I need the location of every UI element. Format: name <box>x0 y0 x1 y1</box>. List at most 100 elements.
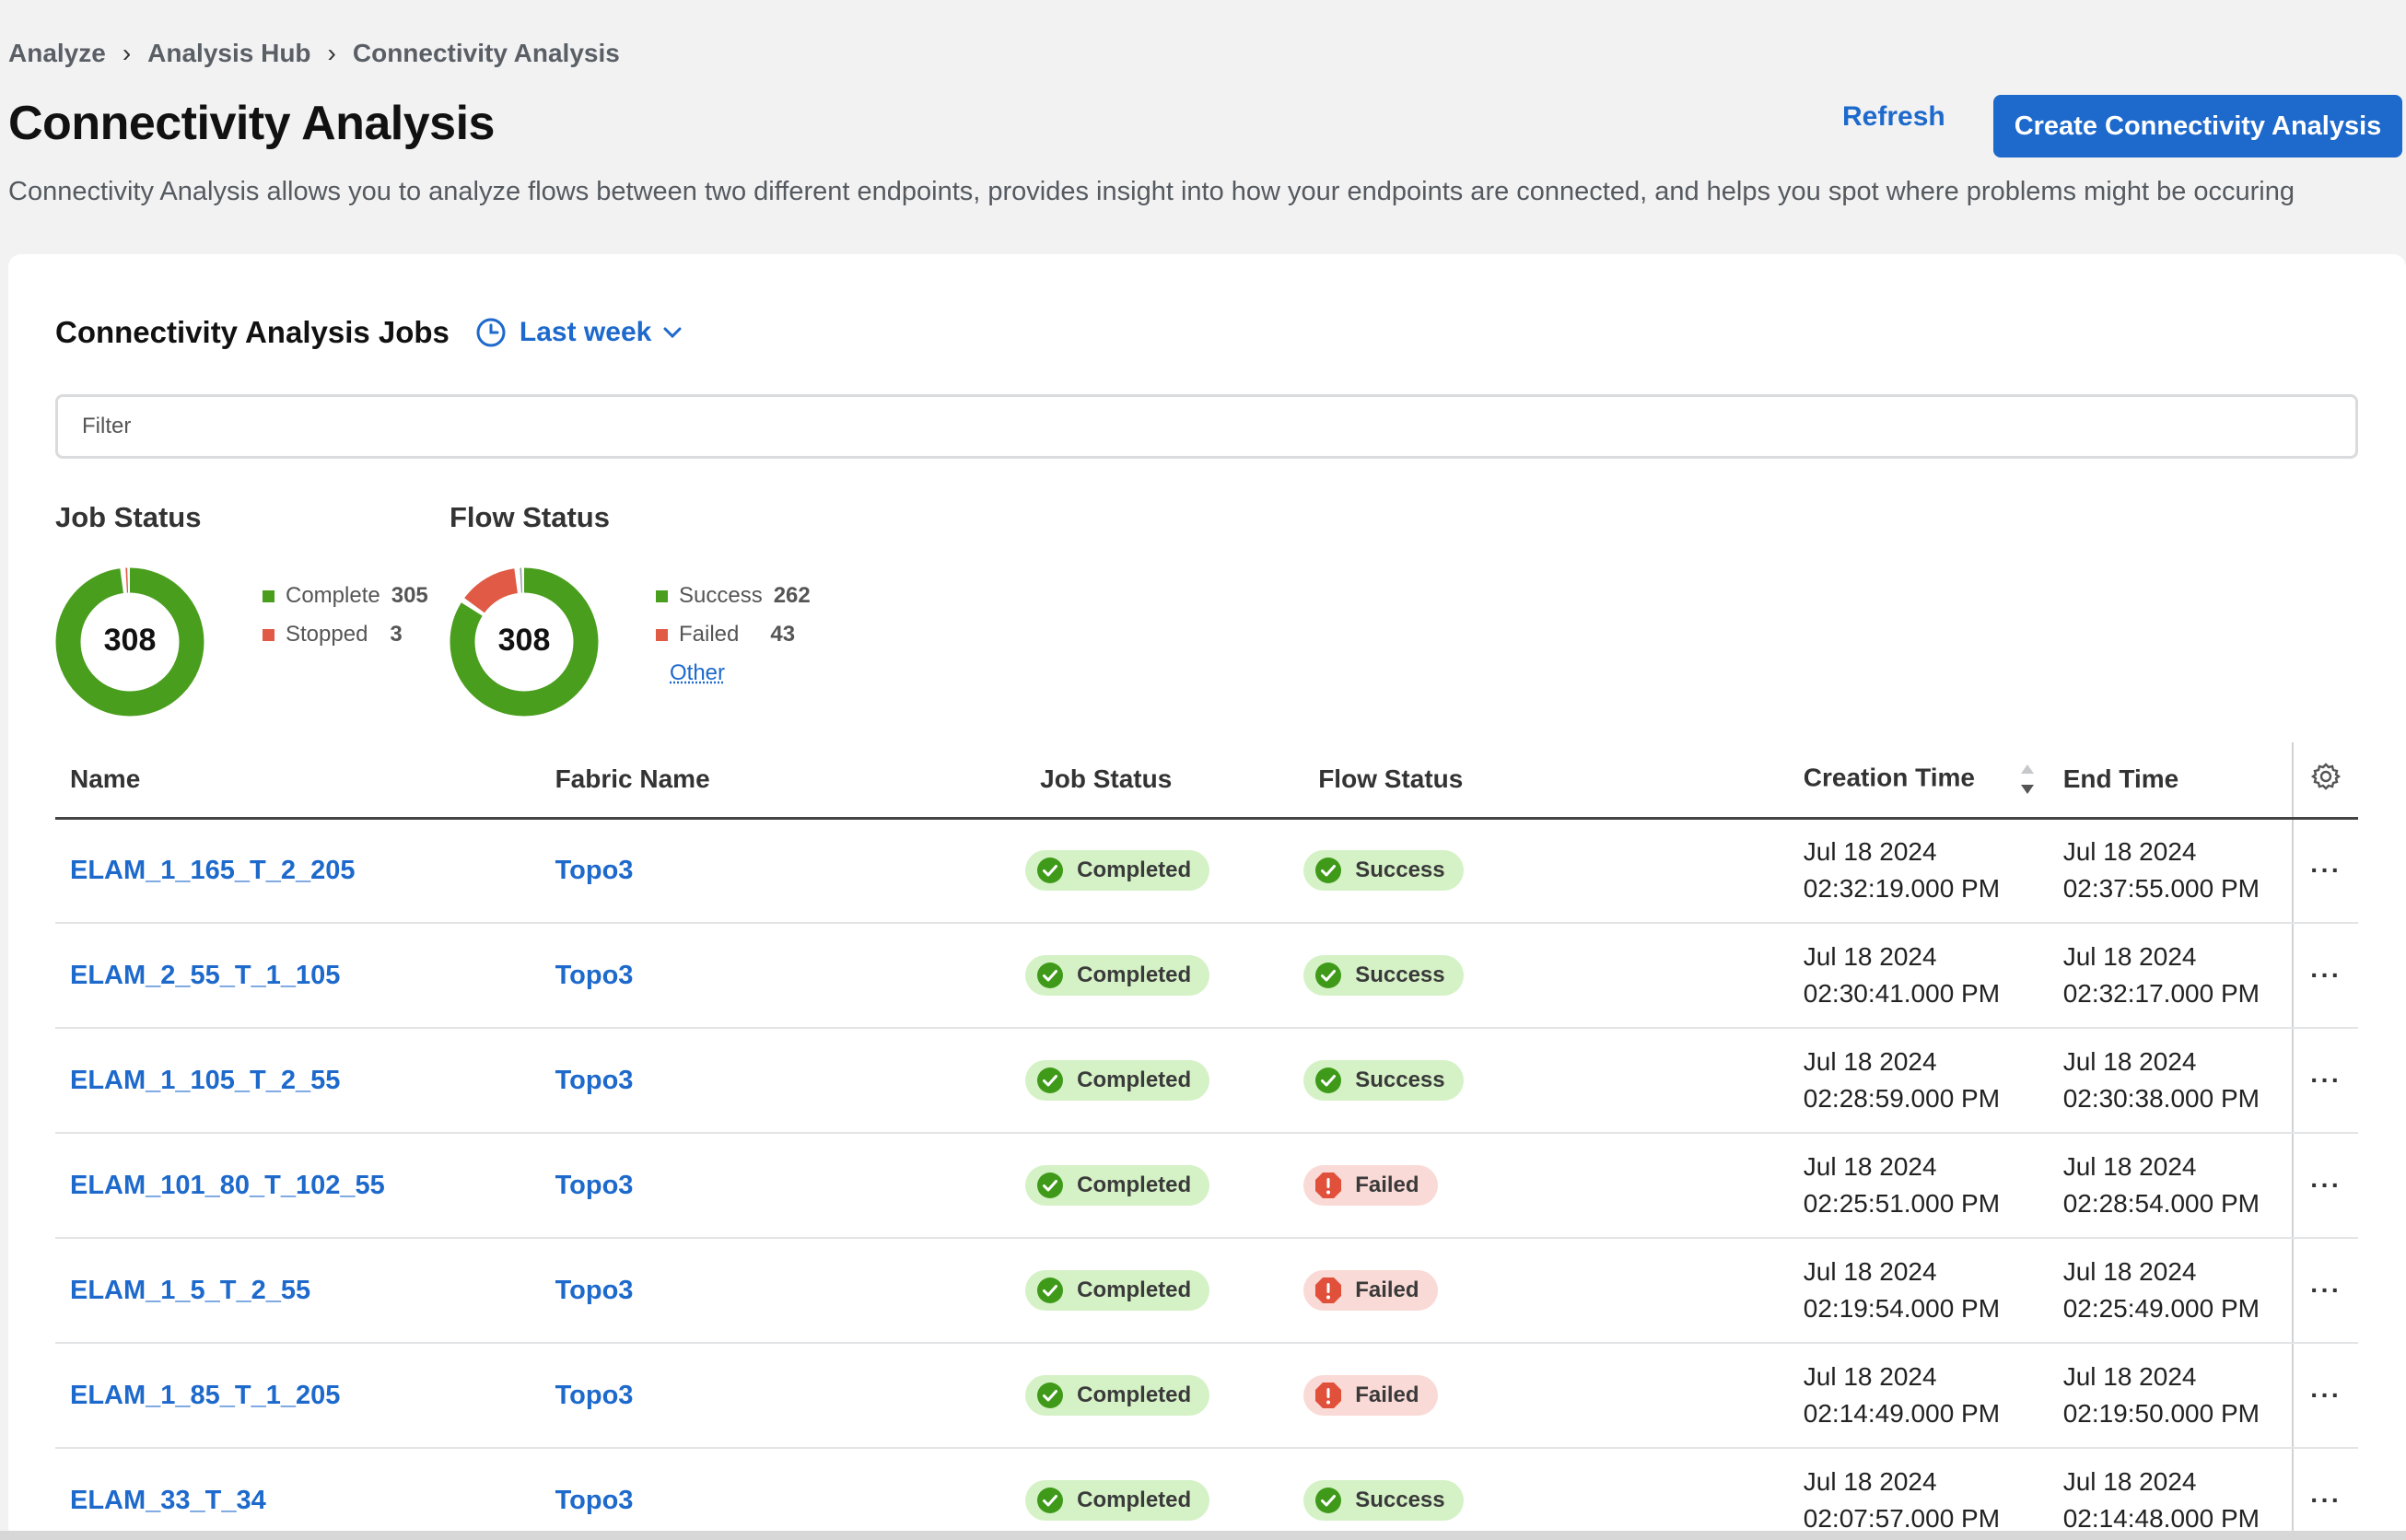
legend-label: Complete <box>286 583 380 608</box>
row-actions-button[interactable]: ··· <box>2292 1133 2358 1239</box>
fabric-name-link[interactable]: Topo3 <box>555 855 634 885</box>
jobs-table: Name Fabric Name Job Status Flow Status … <box>55 742 2358 1540</box>
end-time-cell: Jul 18 2024 02:37:55.000 PM <box>2048 818 2294 924</box>
more-horizontal-icon[interactable]: ··· <box>2310 1486 2342 1514</box>
more-horizontal-icon[interactable]: ··· <box>2310 1066 2342 1094</box>
job-status-donut[interactable] <box>55 567 204 717</box>
end-date: Jul 18 2024 <box>2062 942 2197 971</box>
flow-status-badge: Failed <box>1303 1270 1438 1311</box>
scroll-edge <box>0 1531 2406 1540</box>
fabric-name-link[interactable]: Topo3 <box>555 1485 634 1515</box>
donut-segment-success[interactable] <box>450 567 599 717</box>
other-link[interactable]: Other <box>670 660 726 685</box>
creation-time-cell: Jul 18 2024 02:07:57.000 PM <box>1788 1448 2049 1540</box>
legend-item-success[interactable]: Success 262 <box>656 577 811 615</box>
check-circle-icon <box>1315 858 1342 884</box>
check-circle-icon <box>1037 1172 1064 1198</box>
column-header-flow-status[interactable]: Flow Status <box>1303 742 1789 820</box>
fabric-name-link[interactable]: Topo3 <box>555 1065 634 1095</box>
end-time: 02:25:49.000 PM <box>2062 1294 2260 1323</box>
more-horizontal-icon[interactable]: ··· <box>2310 961 2342 989</box>
column-header-name[interactable]: Name <box>55 742 541 820</box>
job-name-link[interactable]: ELAM_2_55_T_1_105 <box>70 960 341 990</box>
time-range-label: Last week <box>519 317 652 347</box>
filter-input[interactable] <box>55 394 2358 459</box>
creation-date: Jul 18 2024 <box>1803 1152 1937 1181</box>
legend-item-stopped[interactable]: Stopped 3 <box>263 615 428 654</box>
job-name-link[interactable]: ELAM_33_T_34 <box>70 1485 266 1515</box>
more-horizontal-icon[interactable]: ··· <box>2310 1276 2342 1304</box>
create-connectivity-analysis-button[interactable]: Create Connectivity Analysis <box>1993 95 2402 158</box>
table-row[interactable]: ELAM_1_5_T_2_55 Topo3 Completed Failed Jul 1… <box>55 1238 2358 1344</box>
job-name-link[interactable]: ELAM_1_5_T_2_55 <box>70 1275 311 1305</box>
creation-time-cell: Jul 18 2024 02:30:41.000 PM <box>1788 923 2049 1029</box>
flow-status-text: Success <box>1355 1488 1445 1512</box>
job-status-text: Completed <box>1077 1068 1192 1092</box>
gear-icon[interactable] <box>2311 762 2342 791</box>
creation-time: 02:19:54.000 PM <box>1803 1294 2001 1323</box>
flow-status-badge: Success <box>1303 1480 1464 1521</box>
sort-icon[interactable] <box>2019 761 2036 798</box>
legend-item-failed[interactable]: Failed 43 <box>656 615 811 654</box>
more-horizontal-icon[interactable]: ··· <box>2310 1381 2342 1409</box>
end-date: Jul 18 2024 <box>2062 837 2197 867</box>
table-row[interactable]: ELAM_101_80_T_102_55 Topo3 Completed Failed… <box>55 1133 2358 1239</box>
creation-time-cell: Jul 18 2024 02:32:19.000 PM <box>1788 818 2049 924</box>
legend-swatch <box>263 589 274 602</box>
job-name-link[interactable]: ELAM_1_105_T_2_55 <box>70 1065 341 1095</box>
job-status-chart-title: Job Status <box>55 501 202 533</box>
end-time: 02:32:17.000 PM <box>2062 979 2260 1008</box>
jobs-header: Connectivity Analysis Jobs Last week <box>55 315 695 350</box>
flow-status-badge: Success <box>1303 850 1464 892</box>
creation-date: Jul 18 2024 <box>1803 1467 1937 1496</box>
row-actions-button[interactable]: ··· <box>2292 1343 2358 1449</box>
end-time-cell: Jul 18 2024 02:30:38.000 PM <box>2048 1028 2294 1134</box>
more-horizontal-icon[interactable]: ··· <box>2310 856 2342 885</box>
flow-status-text: Success <box>1355 962 1445 987</box>
creation-time-cell: Jul 18 2024 02:25:51.000 PM <box>1788 1133 2049 1239</box>
refresh-button[interactable]: Refresh <box>1842 101 1945 132</box>
row-actions-button[interactable]: ··· <box>2292 818 2358 924</box>
creation-time-cell: Jul 18 2024 02:19:54.000 PM <box>1788 1238 2049 1344</box>
fabric-name-link[interactable]: Topo3 <box>555 960 634 990</box>
time-range-picker[interactable]: Last week <box>475 317 695 348</box>
table-row[interactable]: ELAM_1_165_T_2_205 Topo3 Completed Success J… <box>55 818 2358 924</box>
chevron-down-icon <box>663 327 682 339</box>
column-header-creation-time[interactable]: Creation Time <box>1788 742 2049 820</box>
creation-date: Jul 18 2024 <box>1803 837 1937 867</box>
job-name-link[interactable]: ELAM_1_85_T_1_205 <box>70 1380 341 1410</box>
breadcrumb-item-analyze[interactable]: Analyze <box>8 39 106 67</box>
legend-label: Failed <box>679 622 740 647</box>
row-actions-button[interactable]: ··· <box>2292 923 2358 1029</box>
error-octagon-icon <box>1315 1278 1342 1303</box>
flow-status-donut[interactable] <box>450 567 599 717</box>
breadcrumb-item-analysis-hub[interactable]: Analysis Hub <box>147 39 311 67</box>
job-status-badge: Completed <box>1025 1165 1210 1206</box>
donut-segment-complete[interactable] <box>55 567 204 717</box>
job-name-link[interactable]: ELAM_101_80_T_102_55 <box>70 1170 385 1200</box>
legend-item-complete[interactable]: Complete 305 <box>263 577 428 615</box>
legend-item-other[interactable]: Other <box>656 654 811 693</box>
column-header-end-time[interactable]: End Time <box>2048 742 2294 820</box>
creation-time: 02:32:19.000 PM <box>1803 874 2001 904</box>
flow-status-legend: Success 262 Failed 43 Other <box>656 577 811 693</box>
table-row[interactable]: ELAM_33_T_34 Topo3 Completed Success Jul 18 … <box>55 1448 2358 1540</box>
table-row[interactable]: ELAM_2_55_T_1_105 Topo3 Completed Success Ju… <box>55 923 2358 1029</box>
fabric-name-link[interactable]: Topo3 <box>555 1380 634 1410</box>
flow-status-text: Failed <box>1355 1172 1419 1197</box>
job-name-link[interactable]: ELAM_1_165_T_2_205 <box>70 855 356 885</box>
table-row[interactable]: ELAM_1_105_T_2_55 Topo3 Completed Success Ju… <box>55 1028 2358 1134</box>
row-actions-button[interactable]: ··· <box>2292 1028 2358 1134</box>
row-actions-button[interactable]: ··· <box>2292 1448 2358 1540</box>
fabric-name-link[interactable]: Topo3 <box>555 1275 634 1305</box>
job-status-badge: Completed <box>1025 1480 1210 1521</box>
more-horizontal-icon[interactable]: ··· <box>2310 1171 2342 1199</box>
table-row[interactable]: ELAM_1_85_T_1_205 Topo3 Completed Failed Jul… <box>55 1343 2358 1449</box>
fabric-name-link[interactable]: Topo3 <box>555 1170 634 1200</box>
flow-status-text: Failed <box>1355 1382 1419 1407</box>
end-date: Jul 18 2024 <box>2062 1467 2197 1496</box>
column-settings[interactable] <box>2292 742 2358 820</box>
column-header-job-status[interactable]: Job Status <box>1025 742 1304 820</box>
column-header-fabric[interactable]: Fabric Name <box>540 742 1026 820</box>
row-actions-button[interactable]: ··· <box>2292 1238 2358 1344</box>
